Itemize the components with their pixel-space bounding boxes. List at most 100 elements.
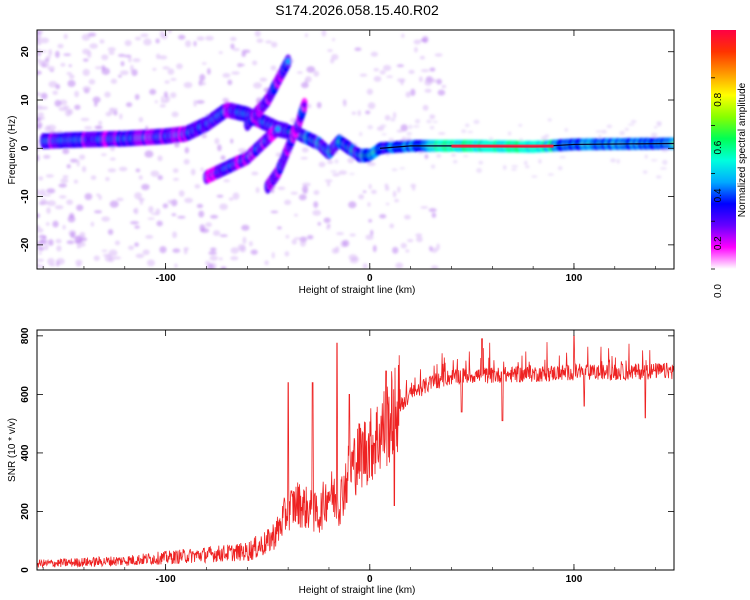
spectrogram-noise-blob	[230, 256, 239, 261]
spectrogram-noise-blob	[305, 76, 312, 83]
spectrogram-noise-blob	[379, 70, 386, 75]
spectrogram-noise-blob	[67, 79, 76, 87]
spectrogram-noise-blob	[389, 223, 395, 229]
spectrogram-noise-blob	[420, 69, 430, 73]
spectrogram-noise-blob	[277, 226, 282, 230]
spectrogram-noise-blob	[183, 158, 190, 165]
spectrogram-noise-blob	[94, 101, 98, 107]
spectrogram-noise-blob	[89, 43, 98, 49]
spectrogram-noise-blob	[414, 46, 418, 53]
spectrogram-noise-blob	[171, 213, 177, 217]
spectrogram-noise-blob	[37, 213, 41, 219]
spectrogram-noise-blob	[145, 235, 154, 239]
spectrogram-noise-blob	[650, 159, 658, 162]
spectrogram-noise-blob	[410, 183, 417, 188]
spectrogram-noise-blob	[644, 154, 648, 159]
spectrogram-noise-blob	[254, 30, 261, 37]
spectrogram-noise-blob	[114, 240, 121, 246]
spectrogram-noise-blob	[419, 55, 426, 60]
spectrogram-noise-blob	[291, 239, 297, 245]
spectrogram-noise-blob	[161, 96, 165, 101]
spectrogram-noise-blob	[312, 209, 322, 216]
spectrogram-noise-blob	[66, 240, 75, 245]
spectrogram-noise-blob	[595, 130, 603, 133]
spectrogram-noise-blob	[400, 124, 408, 132]
spectrogram-noise-blob	[193, 99, 197, 107]
snr-y-tick-label: 400	[20, 444, 31, 461]
spectrogram-noise-blob	[219, 203, 228, 211]
spectrogram-noise-blob	[650, 132, 658, 138]
spectrogram-noise-blob	[37, 228, 44, 233]
snr-y-tick-label: 0	[20, 567, 31, 573]
spectrogram-noise-blob	[119, 113, 123, 120]
spectrogram-noise-blob	[367, 162, 376, 167]
spectrogram-noise-blob	[358, 194, 365, 200]
spectrogram-noise-blob	[92, 96, 101, 103]
spectrogram-noise-blob	[134, 192, 142, 200]
spectrogram-noise-blob	[306, 66, 316, 73]
spectrogram-noise-blob	[58, 183, 67, 188]
spectrogram-noise-blob	[413, 39, 422, 45]
spectrogram-noise-blob	[461, 129, 467, 134]
spectrogram-noise-blob	[401, 33, 405, 39]
spectrogram-noise-blob	[208, 266, 217, 269]
spectrogram-noise-blob	[217, 144, 222, 152]
spectrogram-noise-blob	[98, 194, 102, 200]
spectrogram-noise-blob	[138, 175, 143, 180]
spectrogram-noise-blob	[422, 104, 429, 111]
spectrogram-noise-blob	[367, 202, 371, 207]
colorbar: 0.0 0.2 0.4 0.6 0.8 Normalized spectral ampl…	[711, 30, 748, 298]
spectrogram-noise-blob	[171, 111, 179, 118]
spectrogram-noise-blob	[436, 153, 442, 158]
spectrogram-noise-blob	[82, 86, 91, 92]
spectrogram-noise-blob	[108, 249, 118, 257]
spectrogram-noise-blob	[37, 92, 42, 97]
spectrogram-noise-blob	[208, 251, 217, 255]
spectrogram-noise-blob	[298, 194, 307, 201]
spectrogram-noise-blob	[293, 237, 301, 240]
spectrogram-noise-blob	[318, 161, 326, 168]
spectrogram-noise-blob	[196, 100, 205, 104]
spectrogram-noise-blob	[462, 155, 469, 158]
spectrogram-noise-blob	[426, 119, 432, 124]
spectrogram-noise-blob	[174, 141, 180, 148]
spectrogram-noise-blob	[391, 168, 398, 172]
spectrogram-noise-blob	[438, 132, 446, 135]
snr-y-tick-label: 800	[20, 327, 31, 344]
spectrogram-noise-blob	[37, 121, 43, 129]
spectrogram-noise-blob	[392, 190, 397, 198]
spectrogram-noise-blob	[167, 30, 172, 34]
spectrogram-noise-blob	[152, 67, 157, 71]
spectrogram-noise-blob	[313, 201, 319, 208]
spectrogram-image	[37, 30, 674, 269]
spectrogram-noise-blob	[81, 33, 91, 41]
spectrogram-noise-blob	[107, 168, 117, 173]
spectrogram-noise-blob	[610, 158, 616, 163]
spectrogram-noise-blob	[395, 262, 404, 269]
spectrogram-noise-blob	[48, 80, 58, 88]
spectrogram-noise-blob	[606, 124, 613, 129]
spectrogram-noise-blob	[299, 239, 307, 247]
spectrogram-noise-blob	[342, 239, 350, 247]
spectrogram-noise-blob	[212, 230, 221, 237]
spectrogram-noise-blob	[437, 89, 446, 96]
spectrogram-noise-blob	[47, 124, 57, 131]
spectrogram-noise-blob	[390, 117, 396, 122]
figure-title: S174.2026.058.15.40.R02	[275, 2, 439, 18]
spectrogram-noise-blob	[101, 67, 110, 76]
spectrogram-noise-blob	[45, 174, 54, 178]
snr-y-tick-label: 600	[20, 386, 31, 403]
spectrogram-noise-blob	[75, 259, 83, 266]
spectrogram-noise-blob	[38, 251, 42, 255]
spectrogram-noise-blob	[656, 121, 662, 125]
spectrogram-noise-blob	[110, 78, 118, 84]
spectrogram-noise-blob	[418, 76, 423, 83]
spectrogram-noise-blob	[379, 124, 387, 128]
spectrogram-noise-blob	[119, 70, 129, 76]
spectrogram-noise-blob	[362, 263, 368, 269]
spectrogram-noise-blob	[218, 51, 223, 54]
spectrogram-noise-blob	[290, 191, 298, 195]
snr-background	[37, 330, 674, 570]
spectrogram-noise-blob	[313, 190, 320, 195]
